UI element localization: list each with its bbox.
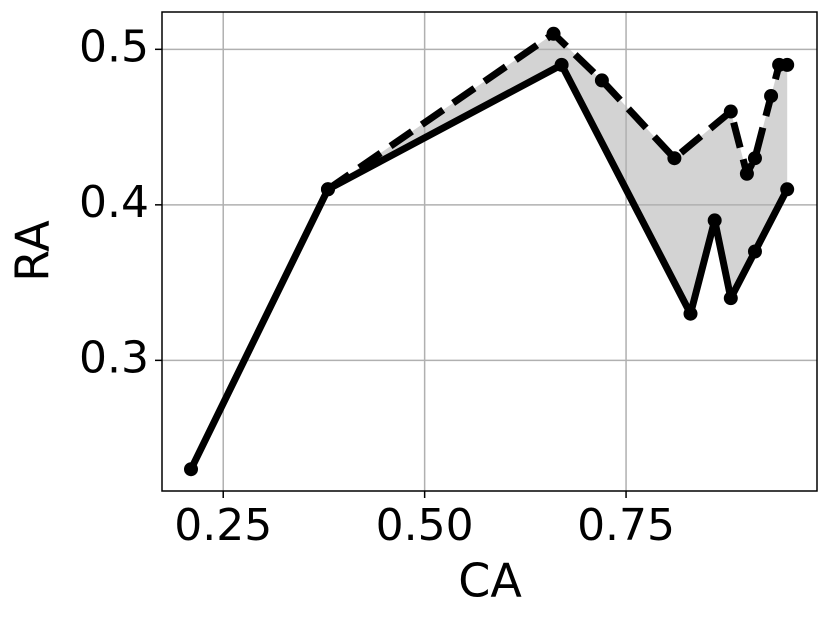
marker bbox=[723, 104, 738, 119]
plot-frame bbox=[161, 11, 818, 492]
x-tick-label: 0.50 bbox=[376, 500, 474, 551]
marker bbox=[747, 151, 762, 166]
marker bbox=[764, 88, 779, 103]
line bbox=[325, 30, 788, 193]
marker bbox=[667, 151, 682, 166]
x-tick-label: 0.75 bbox=[577, 500, 675, 551]
x-axis-label: CA bbox=[458, 554, 522, 608]
fill-between bbox=[327, 33, 788, 314]
marker bbox=[780, 182, 795, 197]
marker bbox=[320, 182, 335, 197]
marker bbox=[723, 291, 738, 306]
marker bbox=[707, 213, 722, 228]
y-tick-label: 0.3 bbox=[79, 332, 149, 383]
marker bbox=[546, 26, 561, 41]
marker bbox=[594, 73, 609, 88]
y-tick-label: 0.4 bbox=[79, 177, 149, 228]
line bbox=[187, 61, 791, 471]
x-tick-label: 0.25 bbox=[174, 500, 272, 551]
marker bbox=[184, 462, 199, 477]
marker bbox=[683, 306, 698, 321]
marker bbox=[747, 244, 762, 259]
marker bbox=[554, 57, 569, 72]
marker bbox=[739, 166, 754, 181]
y-axis-label: RA bbox=[6, 220, 60, 282]
y-tick-label: 0.5 bbox=[79, 21, 149, 72]
marker bbox=[780, 57, 795, 72]
